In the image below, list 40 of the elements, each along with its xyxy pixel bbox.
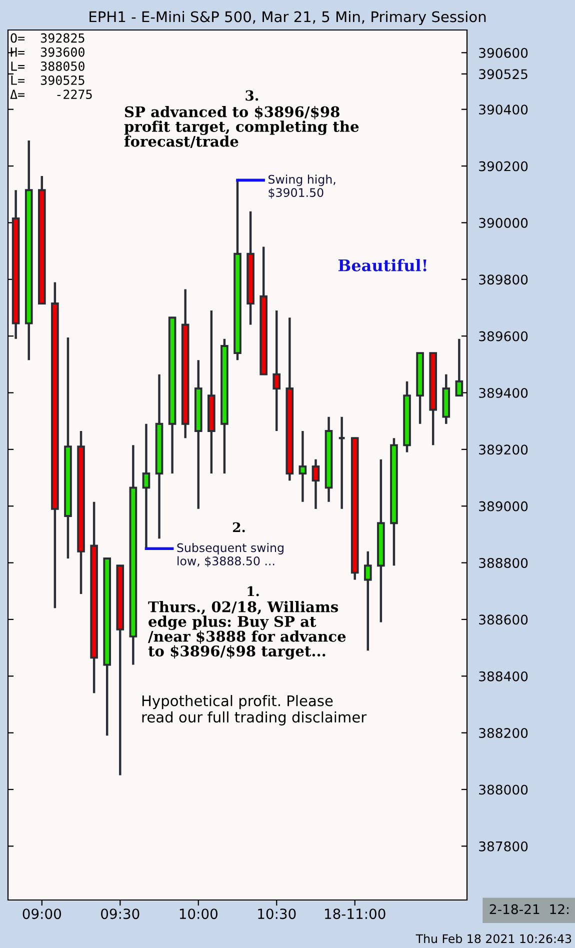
- candlestick: [298, 430, 307, 503]
- annotation: SP advanced to $3896/$98 profit target, completing the forecast/trade: [124, 106, 359, 148]
- candlestick: [312, 458, 320, 510]
- x-tick-label: 09:00: [22, 908, 61, 920]
- candlestick: [272, 309, 281, 432]
- y-tick-label: 390525: [479, 69, 528, 80]
- y-tick-label: 390400: [479, 104, 528, 115]
- y-tick-label: 388800: [479, 558, 528, 568]
- y-tick-label: 390600: [479, 48, 528, 58]
- y-tick-label: 388400: [479, 671, 528, 682]
- annotation: 1.: [248, 586, 259, 596]
- y-tick-label: 387800: [479, 841, 528, 852]
- y-tick-label: 388200: [479, 728, 528, 738]
- annotation: 3.: [246, 90, 258, 101]
- y-tick-label: 390000: [479, 218, 528, 228]
- candlestick: [142, 422, 150, 550]
- x-tick-label: 18-11:00: [325, 908, 386, 920]
- y-tick-label: 389200: [479, 444, 528, 455]
- text: 2-18-21 12:: [490, 904, 568, 914]
- annotation: 2.: [232, 522, 245, 532]
- annotation: Thurs., 02/18, Williams edge plus: Buy SP at /near $3888 for advance to $3896/$98 target...: [148, 601, 346, 660]
- candlestick: [364, 550, 372, 652]
- text: Thu Feb 18 2021 10:26:43: [416, 934, 572, 944]
- y-tick-label: 389400: [479, 388, 528, 398]
- annotation: O= 392825 H= 393600 L= 388050 L= 390525 Δ= -2275: [10, 33, 92, 100]
- y-tick-label: 390200: [479, 161, 528, 172]
- chart-title: EPH1 - E-Mini S&P 500, Mar 21, 5 Min, Primary Session: [90, 10, 486, 26]
- annotation: Swing high, $3901.50: [268, 174, 336, 199]
- y-tick-label: 389000: [479, 501, 528, 512]
- y-tick-label: 388600: [479, 614, 528, 625]
- annotation: Beautiful!: [338, 259, 426, 272]
- y-tick-label: 388000: [479, 784, 528, 795]
- y-tick-label: 389600: [479, 331, 528, 342]
- annotation: Subsequent swing low, $3888.50 ...: [177, 543, 284, 567]
- y-tick-label: 389800: [479, 274, 528, 285]
- x-tick-label: 09:30: [101, 908, 140, 920]
- annotation: Hypothetical profit. Please read our full trading disclaimer: [142, 695, 367, 726]
- x-tick-label: 10:30: [258, 908, 296, 920]
- candlestick: [338, 416, 346, 510]
- x-tick-label: 10:00: [180, 908, 218, 920]
